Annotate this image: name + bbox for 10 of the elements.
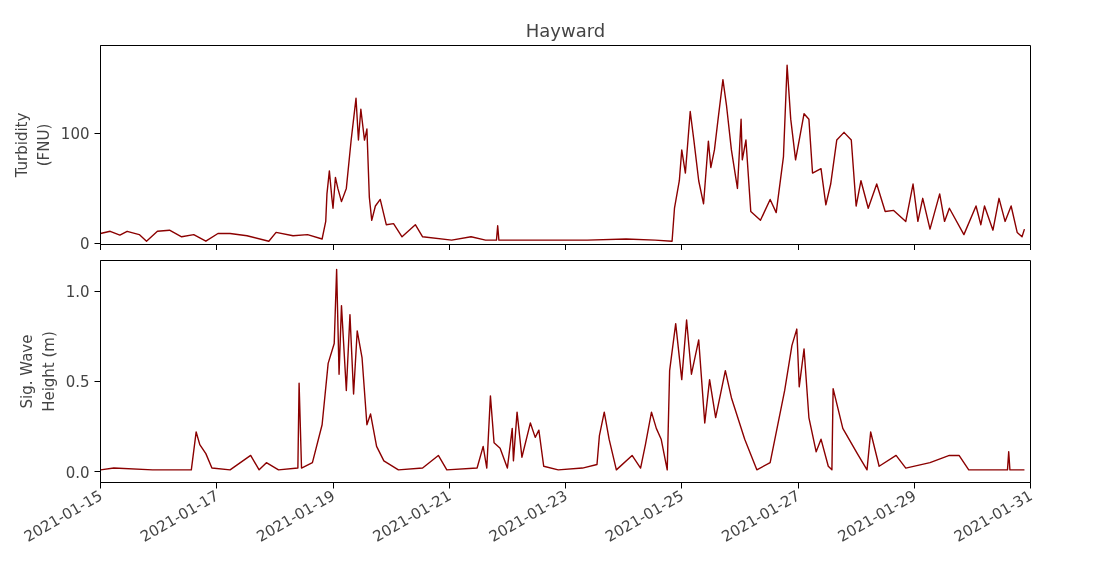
y-tick-label: 1.0 (65, 283, 90, 302)
y-axis-title: Turbidity (FNU) (13, 112, 53, 179)
y-axis-title: Sig. Wave Height (m) (18, 331, 58, 412)
y-tick-label: 0.5 (65, 373, 90, 392)
y-tick-label: 0 (79, 235, 90, 254)
y-tick-label: 100 (60, 125, 90, 144)
chart-title: Hayward (525, 19, 606, 41)
line-series (100, 64, 1026, 242)
y-tick-label: 0.0 (65, 463, 90, 482)
line-series (100, 268, 1026, 471)
